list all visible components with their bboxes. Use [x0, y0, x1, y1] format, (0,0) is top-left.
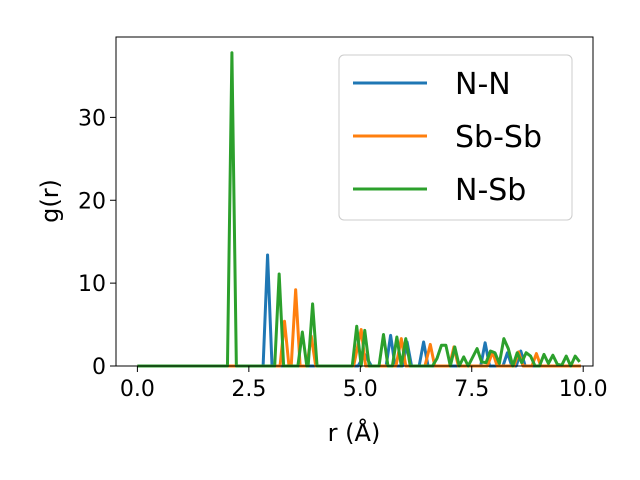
y-tick-label: 20	[78, 189, 106, 214]
legend-entries: N-N Sb-Sb N-Sb	[353, 67, 542, 208]
y-tick-label: 0	[92, 355, 106, 380]
x-tick-label: 0.0	[120, 377, 155, 402]
x-axis-label: r (Å)	[328, 418, 381, 447]
legend-label-sb-sb: Sb-Sb	[455, 120, 542, 155]
legend-box	[338, 54, 573, 221]
y-tick-label: 30	[78, 106, 106, 131]
x-tick-label: 10.0	[559, 377, 608, 402]
y-axis-label: g(r)	[36, 179, 64, 223]
y-axis-ticks: 0 10 20 30	[78, 106, 116, 380]
plot-frame	[115, 36, 594, 367]
y-tick-label: 10	[78, 272, 106, 297]
x-axis-ticks: 0.0 2.5 5.0 7.5 10.0	[120, 366, 608, 402]
x-tick-label: 2.5	[231, 377, 266, 402]
legend: N-N Sb-Sb N-Sb	[338, 54, 573, 221]
x-tick-label: 5.0	[343, 377, 378, 402]
legend-label-n-n: N-N	[455, 67, 511, 102]
legend-label-n-sb: N-Sb	[455, 173, 526, 208]
x-tick-label: 7.5	[454, 377, 489, 402]
